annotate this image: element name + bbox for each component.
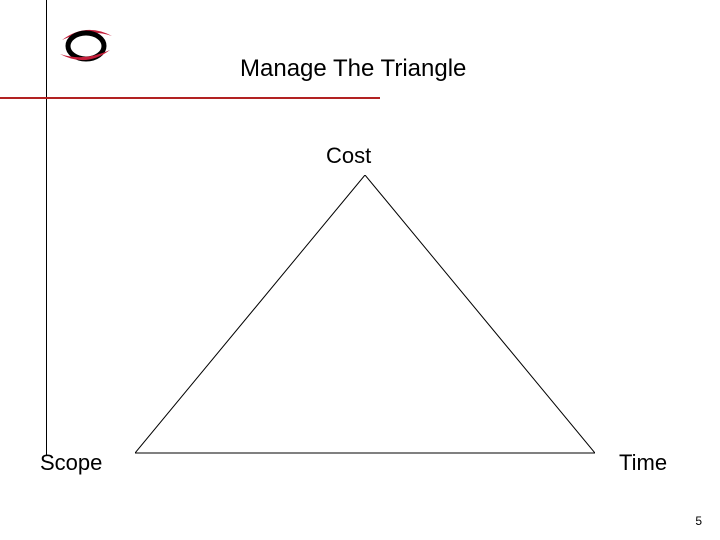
header-rule [0, 97, 380, 99]
triangle-diagram [135, 175, 595, 455]
vertex-label-left: Scope [40, 450, 102, 476]
vertex-label-top: Cost [326, 143, 371, 169]
page-title: Manage The Triangle [240, 55, 466, 83]
page-number: 5 [695, 514, 702, 528]
vertex-label-right: Time [619, 450, 667, 476]
vertical-rule [46, 0, 47, 455]
logo-icon [56, 20, 116, 68]
